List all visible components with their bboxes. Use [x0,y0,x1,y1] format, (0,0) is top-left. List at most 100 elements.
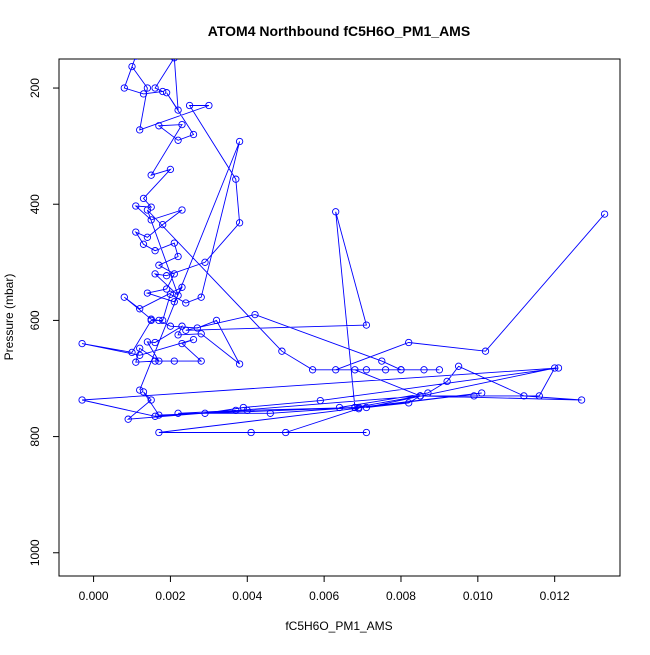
data-point [147,396,155,404]
data-point [378,357,386,365]
data-point [147,203,155,211]
data-point [139,240,148,248]
data-point [155,357,163,365]
data-point [178,206,186,214]
data-point [78,396,86,404]
data-point [151,338,159,347]
data-point [201,258,209,266]
data-point [155,122,163,130]
data-point [132,228,140,236]
data-point [405,338,413,347]
data-point [435,366,444,374]
data-point [416,392,424,400]
data-point [170,239,178,247]
data-point [362,366,371,374]
data-point [159,87,167,96]
data-point [147,316,155,325]
data-point [151,412,159,420]
data-point [166,165,175,174]
data-point [170,270,178,278]
data-point [235,137,244,146]
data-point [481,347,490,355]
data-point [136,351,144,359]
data-point [197,330,205,338]
data-point [178,322,186,330]
data-point [174,106,182,114]
y-tick-label: 800 [28,426,42,446]
data-point [155,261,163,269]
data-point [197,357,205,365]
data-point [178,339,186,348]
data-point [205,101,213,110]
data-point [139,388,148,396]
x-tick-label: 0.002 [155,589,185,603]
data-point [316,396,324,405]
y-tick-label: 400 [28,194,42,214]
data-point [454,362,463,370]
data-point [182,299,190,307]
data-point [170,59,178,62]
data-point [162,285,171,293]
data-point [143,338,152,346]
data-point [551,364,559,372]
data-point [136,386,144,394]
plot-area [78,59,609,437]
series-line [82,59,605,433]
data-point [151,270,159,278]
data-point [424,389,432,397]
data-point [201,409,209,417]
data-point [162,272,171,280]
x-tick-label: 0.012 [540,589,570,603]
data-point [235,360,244,368]
data-point [212,316,221,325]
data-point [178,283,186,291]
data-point [162,89,171,97]
data-point [554,364,563,372]
data-point [166,322,175,330]
data-point [155,411,163,419]
data-point [136,344,144,352]
data-point [600,210,609,218]
data-point [362,321,371,329]
data-point [308,366,317,374]
data-point [239,403,248,412]
y-axis-title: Pressure (mbar) [2,274,16,361]
data-point [470,392,478,400]
data-point [185,101,194,110]
data-point [174,331,182,339]
data-point [420,366,428,374]
data-point [351,366,359,374]
data-point [397,366,405,374]
x-tick-label: 0.006 [309,589,339,603]
data-point [132,202,140,210]
data-point [189,335,198,344]
data-point [159,220,167,229]
x-axis: 0.000 0.002 0.004 0.006 0.008 0.010 0.012 [79,576,570,603]
y-tick-label: 600 [28,310,42,330]
data-point [155,316,163,325]
data-point [332,366,340,374]
data-point [128,62,136,71]
data-point [147,216,155,224]
data-point [132,358,140,366]
data-point [166,290,175,298]
data-point [282,428,290,437]
data-point [443,377,451,386]
x-tick-label: 0.000 [79,589,109,603]
data-point [520,392,528,400]
data-point [182,326,190,334]
data-layer [78,59,609,437]
x-tick-label: 0.004 [232,589,262,603]
data-point [143,84,152,92]
data-point [124,415,132,423]
data-point [405,399,413,407]
data-point [170,298,178,306]
y-tick-label: 200 [28,78,42,98]
data-point [174,136,182,144]
data-point [278,347,286,355]
data-point [136,126,144,134]
data-point [174,252,182,261]
data-point [251,310,259,319]
